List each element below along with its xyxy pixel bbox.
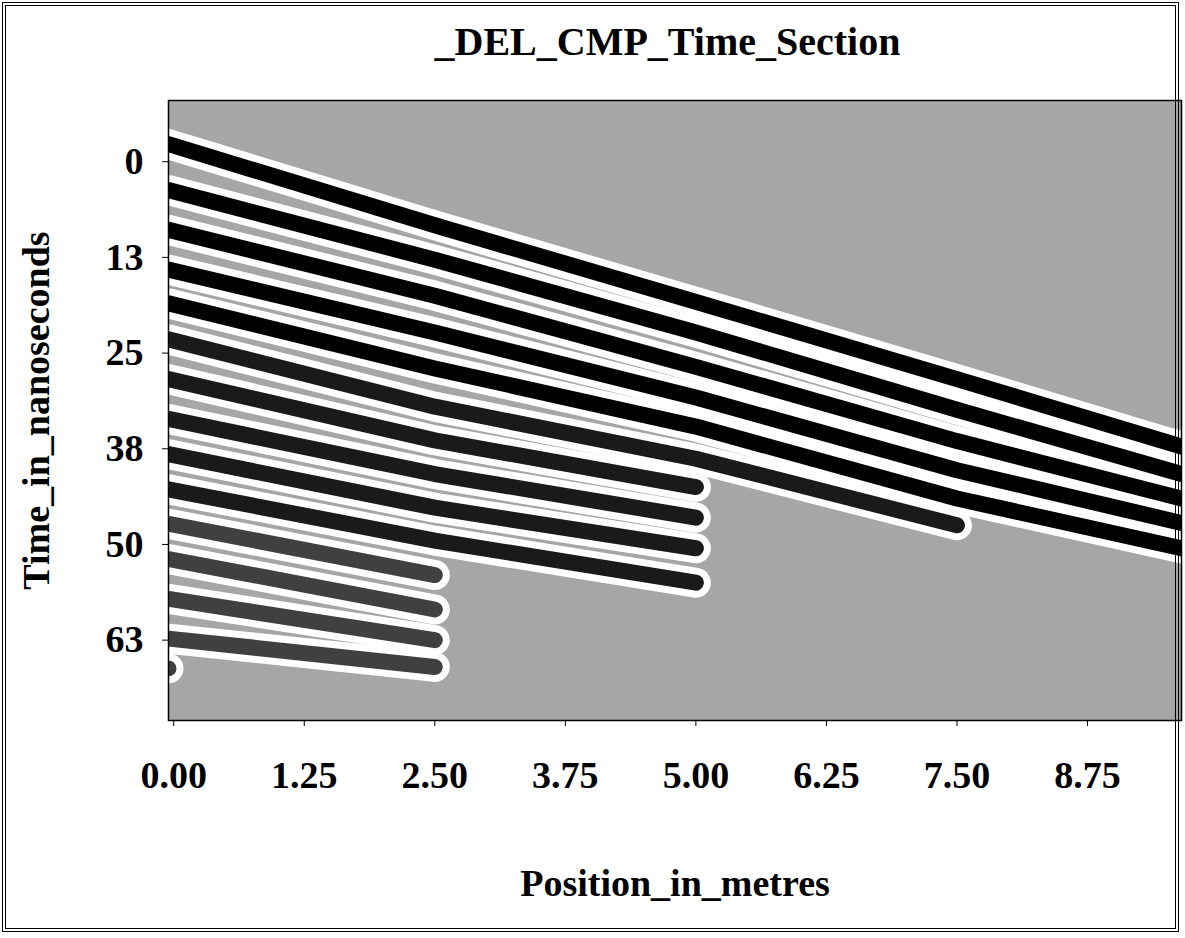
svg-text:1.25: 1.25: [271, 754, 338, 796]
svg-text:13: 13: [106, 236, 144, 278]
svg-text:6.25: 6.25: [793, 754, 860, 796]
svg-text:5.00: 5.00: [663, 754, 730, 796]
svg-text:0: 0: [125, 140, 144, 182]
svg-text:50: 50: [106, 523, 144, 565]
svg-text:38: 38: [106, 427, 144, 469]
svg-text:Position_in_metres: Position_in_metres: [520, 862, 830, 904]
svg-text:63: 63: [106, 618, 144, 660]
svg-text:7.50: 7.50: [924, 754, 991, 796]
svg-text:25: 25: [106, 331, 144, 373]
svg-text:Time_in_nanoseconds: Time_in_nanoseconds: [15, 231, 57, 589]
svg-text:8.75: 8.75: [1054, 754, 1121, 796]
svg-text:2.50: 2.50: [402, 754, 469, 796]
svg-text:0.00: 0.00: [140, 754, 207, 796]
svg-text:3.75: 3.75: [532, 754, 599, 796]
html-text:_DEL_CMP_Time_Section: _DEL_CMP_Time_Section: [434, 19, 901, 64]
